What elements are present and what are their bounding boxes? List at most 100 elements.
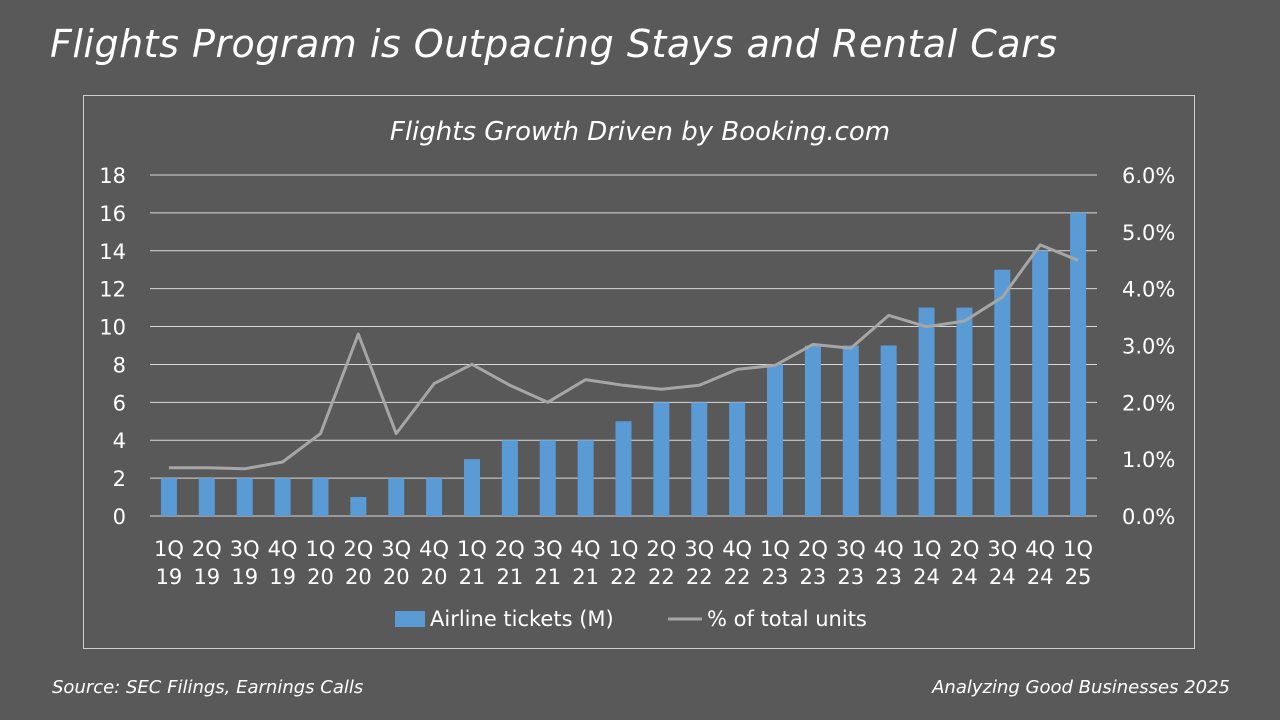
x-tick-label-quarter: 2Q	[798, 537, 828, 561]
bar	[956, 307, 973, 516]
x-tick-label-quarter: 3Q	[836, 537, 866, 561]
bar	[388, 478, 405, 516]
bar	[1032, 250, 1049, 516]
x-tick-label-year: 19	[156, 565, 183, 589]
credit-note: Analyzing Good Businesses 2025	[932, 677, 1230, 698]
left-axis: 0 2 4 6 8 10 12 14 16 18	[99, 164, 126, 529]
x-tick-label-year: 22	[648, 565, 675, 589]
bar-series	[160, 212, 1087, 516]
left-tick-label: 18	[99, 164, 126, 188]
legend: Airline tickets (M) % of total units	[395, 607, 867, 631]
right-tick-label: 5.0%	[1122, 221, 1175, 245]
left-tick-label: 0	[113, 505, 126, 529]
right-axis: 0.0% 1.0% 2.0% 3.0% 4.0% 5.0% 6.0%	[1122, 164, 1175, 529]
x-tick-label-year: 20	[421, 565, 448, 589]
x-tick-label-year: 20	[307, 565, 334, 589]
x-tick-label-year: 22	[686, 565, 713, 589]
x-tick-label-quarter: 3Q	[987, 537, 1017, 561]
right-tick-label: 2.0%	[1122, 391, 1175, 415]
bar	[577, 440, 594, 516]
x-tick-label-year: 24	[951, 565, 978, 589]
x-tick-label-quarter: 4Q	[722, 537, 752, 561]
x-tick-label-quarter: 2Q	[949, 537, 979, 561]
x-tick-label-quarter: 4Q	[268, 537, 298, 561]
bar	[994, 269, 1011, 516]
bar	[615, 421, 632, 516]
left-tick-label: 14	[99, 240, 126, 264]
x-tick-label-quarter: 2Q	[646, 537, 676, 561]
legend-bar-label: Airline tickets (M)	[430, 607, 614, 631]
x-tick-label-year: 23	[875, 565, 902, 589]
x-tick-label-year: 19	[231, 565, 258, 589]
bar	[236, 478, 253, 516]
line-series	[168, 243, 1079, 471]
x-tick-label-quarter: 2Q	[495, 537, 525, 561]
x-tick-label-year: 22	[724, 565, 751, 589]
bar	[274, 478, 291, 516]
source-note: Source: SEC Filings, Earnings Calls	[52, 677, 364, 698]
x-tick-label-quarter: 3Q	[230, 537, 260, 561]
x-tick-label-quarter: 2Q	[192, 537, 222, 561]
x-axis: 1Q 19 2Q 19 3Q 19 4Q 19 1Q 20 2Q 20 3Q 20 4Q 20 1Q 21 2Q 21…	[154, 537, 1093, 589]
right-tick-label: 0.0%	[1122, 505, 1175, 529]
left-tick-label: 2	[113, 467, 126, 491]
bar	[501, 440, 518, 516]
bar	[426, 478, 443, 516]
left-tick-label: 10	[99, 316, 126, 340]
left-tick-label: 6	[113, 391, 126, 415]
x-tick-label-year: 24	[1027, 565, 1054, 589]
left-tick-label: 12	[99, 278, 126, 302]
x-tick-label-quarter: 4Q	[571, 537, 601, 561]
chart-title: Flights Growth Driven by Booking.com	[390, 117, 890, 147]
x-tick-label-quarter: 1Q	[760, 537, 790, 561]
x-tick-label-year: 23	[837, 565, 864, 589]
right-tick-label: 1.0%	[1122, 448, 1175, 472]
bar	[842, 345, 859, 516]
x-tick-label-quarter: 1Q	[154, 537, 184, 561]
bar	[880, 345, 897, 516]
x-tick-label-year: 19	[269, 565, 296, 589]
right-tick-label: 6.0%	[1122, 164, 1175, 188]
x-tick-label-quarter: 4Q	[1025, 537, 1055, 561]
x-tick-label-year: 21	[534, 565, 561, 589]
bar	[804, 345, 821, 516]
slide-title: Flights Program is Outpacing Stays and R…	[50, 22, 1058, 66]
bar	[463, 459, 480, 516]
bar	[1070, 212, 1087, 516]
x-tick-label-quarter: 4Q	[874, 537, 904, 561]
x-tick-label-year: 25	[1065, 565, 1092, 589]
bar	[691, 402, 708, 516]
bar	[729, 402, 746, 516]
bar	[198, 478, 215, 516]
right-tick-label: 4.0%	[1122, 278, 1175, 302]
bar	[918, 307, 935, 516]
bar	[653, 402, 670, 516]
x-tick-label-year: 21	[496, 565, 523, 589]
x-tick-label-quarter: 3Q	[684, 537, 714, 561]
x-tick-label-quarter: 3Q	[533, 537, 563, 561]
x-tick-label-year: 22	[610, 565, 637, 589]
x-tick-label-year: 23	[800, 565, 827, 589]
x-tick-label-year: 21	[572, 565, 599, 589]
bar	[539, 440, 556, 516]
x-tick-label-year: 24	[989, 565, 1016, 589]
right-tick-label: 3.0%	[1122, 335, 1175, 359]
bar	[767, 364, 784, 516]
legend-line-label: % of total units	[707, 607, 867, 631]
gridlines	[150, 174, 1097, 517]
x-tick-label-year: 21	[459, 565, 486, 589]
x-tick-label-year: 20	[383, 565, 410, 589]
bar	[160, 478, 177, 516]
x-tick-label-quarter: 3Q	[381, 537, 411, 561]
x-tick-label-year: 23	[762, 565, 789, 589]
bar	[350, 497, 367, 516]
legend-bar-swatch	[395, 611, 425, 627]
x-tick-label-quarter: 1Q	[912, 537, 942, 561]
left-tick-label: 16	[99, 202, 126, 226]
x-tick-label-quarter: 1Q	[457, 537, 487, 561]
x-tick-label-quarter: 1Q	[1063, 537, 1093, 561]
x-tick-label-quarter: 1Q	[306, 537, 336, 561]
x-tick-label-quarter: 1Q	[609, 537, 639, 561]
x-tick-label-year: 20	[345, 565, 372, 589]
